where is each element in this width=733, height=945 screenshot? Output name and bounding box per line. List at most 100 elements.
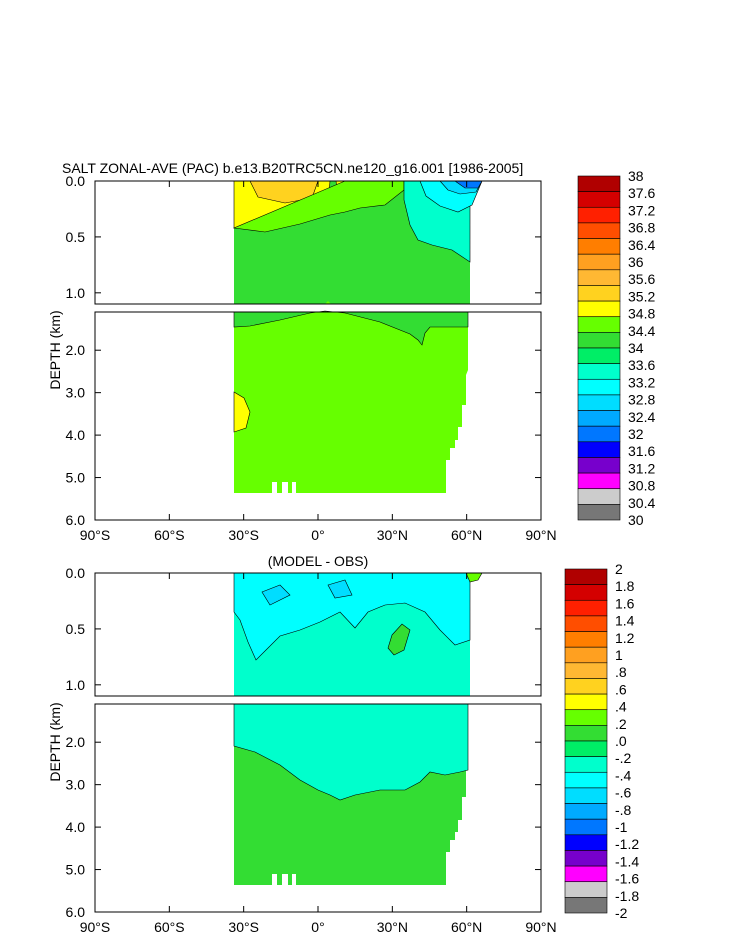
salt-colorbar-label: 36.4 (628, 237, 655, 253)
diff-y-axis-label: DEPTH (km) (47, 702, 63, 781)
diff-colorbar-label: 1.6 (615, 595, 635, 611)
diff-colorbar-swatch (564, 662, 608, 679)
salt-lower-field (233, 310, 469, 493)
salt-colorbar-swatch (577, 488, 621, 505)
diff-colorbar-swatch (564, 865, 608, 883)
salt-colorbar-label: 36.8 (628, 220, 655, 236)
salt-colorbar-label: 33.2 (628, 374, 655, 390)
salt-x-tick-label: 0° (311, 527, 324, 543)
diff-colorbar-swatch (564, 599, 608, 617)
salt-colorbar-label: 32 (628, 426, 644, 442)
salt-x-tick-label: 90°S (80, 527, 111, 543)
diff-colorbar-label: -.6 (615, 785, 632, 801)
diff-colorbar-swatch (564, 615, 608, 632)
diff-y-tick-label: 2.0 (66, 734, 86, 750)
salt-colorbar-swatch (577, 269, 621, 286)
diff-colorbar-swatch (564, 834, 608, 851)
diff-colorbar-swatch (564, 771, 608, 789)
diff-x-tick-label: 30°N (377, 919, 408, 935)
diff-lower-field (233, 703, 469, 885)
salt-colorbar-swatch (577, 394, 621, 411)
diff-colorbar-swatch (564, 693, 608, 711)
salt-colorbar-label: 37.2 (628, 202, 655, 218)
salt-colorbar-label: 37.6 (628, 185, 655, 201)
salt-y-tick-label: 5.0 (66, 470, 86, 486)
diff-colorbar-label: .2 (615, 716, 627, 732)
salt-colorbar-label: 32.4 (628, 409, 655, 425)
salt-colorbar-label: 30 (628, 512, 644, 528)
diff-x-tick-label: 90°S (80, 919, 111, 935)
salt-colorbar-label: 31.2 (628, 460, 655, 476)
salt-colorbar-swatch (577, 504, 621, 521)
diff-colorbar-label: -.4 (615, 767, 632, 783)
salt-colorbar-label: 30.8 (628, 478, 655, 494)
diff-y-tick-label: 4.0 (66, 819, 86, 835)
diff-x-tick-label: 60°N (451, 919, 482, 935)
salt-colorbar-swatch (577, 347, 621, 364)
diff-x-tick-label: 30°S (228, 919, 259, 935)
diff-colorbar-label: -1.2 (615, 836, 639, 852)
salt-colorbar-swatch (577, 457, 621, 474)
salt-colorbar-label: 36 (628, 254, 644, 270)
salt-x-tick-label: 30°S (228, 527, 259, 543)
diff-colorbar-label: -1.8 (615, 888, 639, 904)
salt-colorbar-swatch (577, 191, 621, 208)
diff-colorbar-swatch (564, 850, 608, 867)
salt-colorbar-swatch (577, 410, 621, 427)
salt-y-ticks: 0.0 0.5 1.0 2.0 3.0 4.0 5.0 6.0 (66, 173, 541, 528)
salt-y-tick-label: 1.0 (66, 285, 86, 301)
diff-neg-patch-2 (327, 579, 353, 599)
salt-colorbar-swatch (577, 332, 621, 349)
salt-colorbar-label: 35.2 (628, 288, 655, 304)
diff-colorbar-label: 1.2 (615, 630, 635, 646)
salt-colorbar-swatch (577, 238, 621, 255)
diff-y-tick-label: 0.5 (66, 621, 86, 637)
salt-y-tick-label: 3.0 (66, 385, 86, 401)
diff-upper-field (233, 572, 483, 696)
salt-y-tick-label: 6.0 (66, 512, 86, 528)
diff-colorbar-label: -1.4 (615, 853, 639, 869)
diff-panel: (MODEL - OBS) 0.00.51.02.03.04.05.06.0 9… (47, 553, 639, 935)
diff-colorbar-swatch (564, 631, 608, 648)
salt-upper-field (232, 180, 483, 304)
diff-x-tick-label: 0° (311, 919, 324, 935)
salt-colorbar: 3837.637.236.836.43635.635.234.834.43433… (577, 168, 655, 528)
diff-colorbar-swatch (564, 881, 608, 898)
salt-colorbar-swatch (577, 175, 621, 192)
diff-colorbar-label: 1 (615, 647, 623, 663)
salt-x-tick-label: 60°S (154, 527, 185, 543)
salt-colorbar-swatch (577, 363, 621, 380)
diff-colorbar-swatch (564, 725, 608, 742)
salt-colorbar-label: 31.6 (628, 443, 655, 459)
diff-colorbar-label: -2 (615, 905, 628, 921)
salt-y-axis-label: DEPTH (km) (47, 310, 63, 389)
diff-deep-neg-region (233, 703, 469, 801)
diff-colorbar-label: -1.6 (615, 871, 639, 887)
diff-colorbar-label: -1 (615, 819, 628, 835)
salt-colorbar-swatch (577, 300, 621, 318)
salt-colorbar-swatch (577, 425, 621, 443)
diff-colorbar-label: 2 (615, 561, 623, 577)
salt-colorbar-swatch (577, 285, 621, 302)
salt-ridge-blip (325, 301, 331, 304)
diff-colorbar-label: .0 (615, 733, 627, 749)
diff-colorbar-swatch (564, 646, 608, 664)
salt-x-tick-label: 60°N (451, 527, 482, 543)
diff-y-tick-label: 5.0 (66, 862, 86, 878)
diff-y-tick-label: 3.0 (66, 777, 86, 793)
salt-y-tick-label: 0.5 (66, 229, 86, 245)
diff-colorbar-swatch (564, 803, 608, 820)
diff-colorbar-label: 1.4 (615, 613, 635, 629)
diff-colorbar-swatch (564, 709, 608, 726)
salt-colorbar-label: 34 (628, 340, 644, 356)
salt-colorbar-swatch (577, 378, 621, 396)
salt-deep-high (233, 391, 251, 433)
salt-x-tick-label: 30°N (377, 527, 408, 543)
salt-x-tick-label: 90°N (525, 527, 556, 543)
diff-y-tick-label: 1.0 (66, 677, 86, 693)
diff-upper-neg-region (233, 572, 471, 661)
salt-colorbar-swatch (577, 472, 621, 490)
diff-colorbar-swatch (564, 818, 608, 836)
salt-colorbar-label: 34.8 (628, 306, 655, 322)
